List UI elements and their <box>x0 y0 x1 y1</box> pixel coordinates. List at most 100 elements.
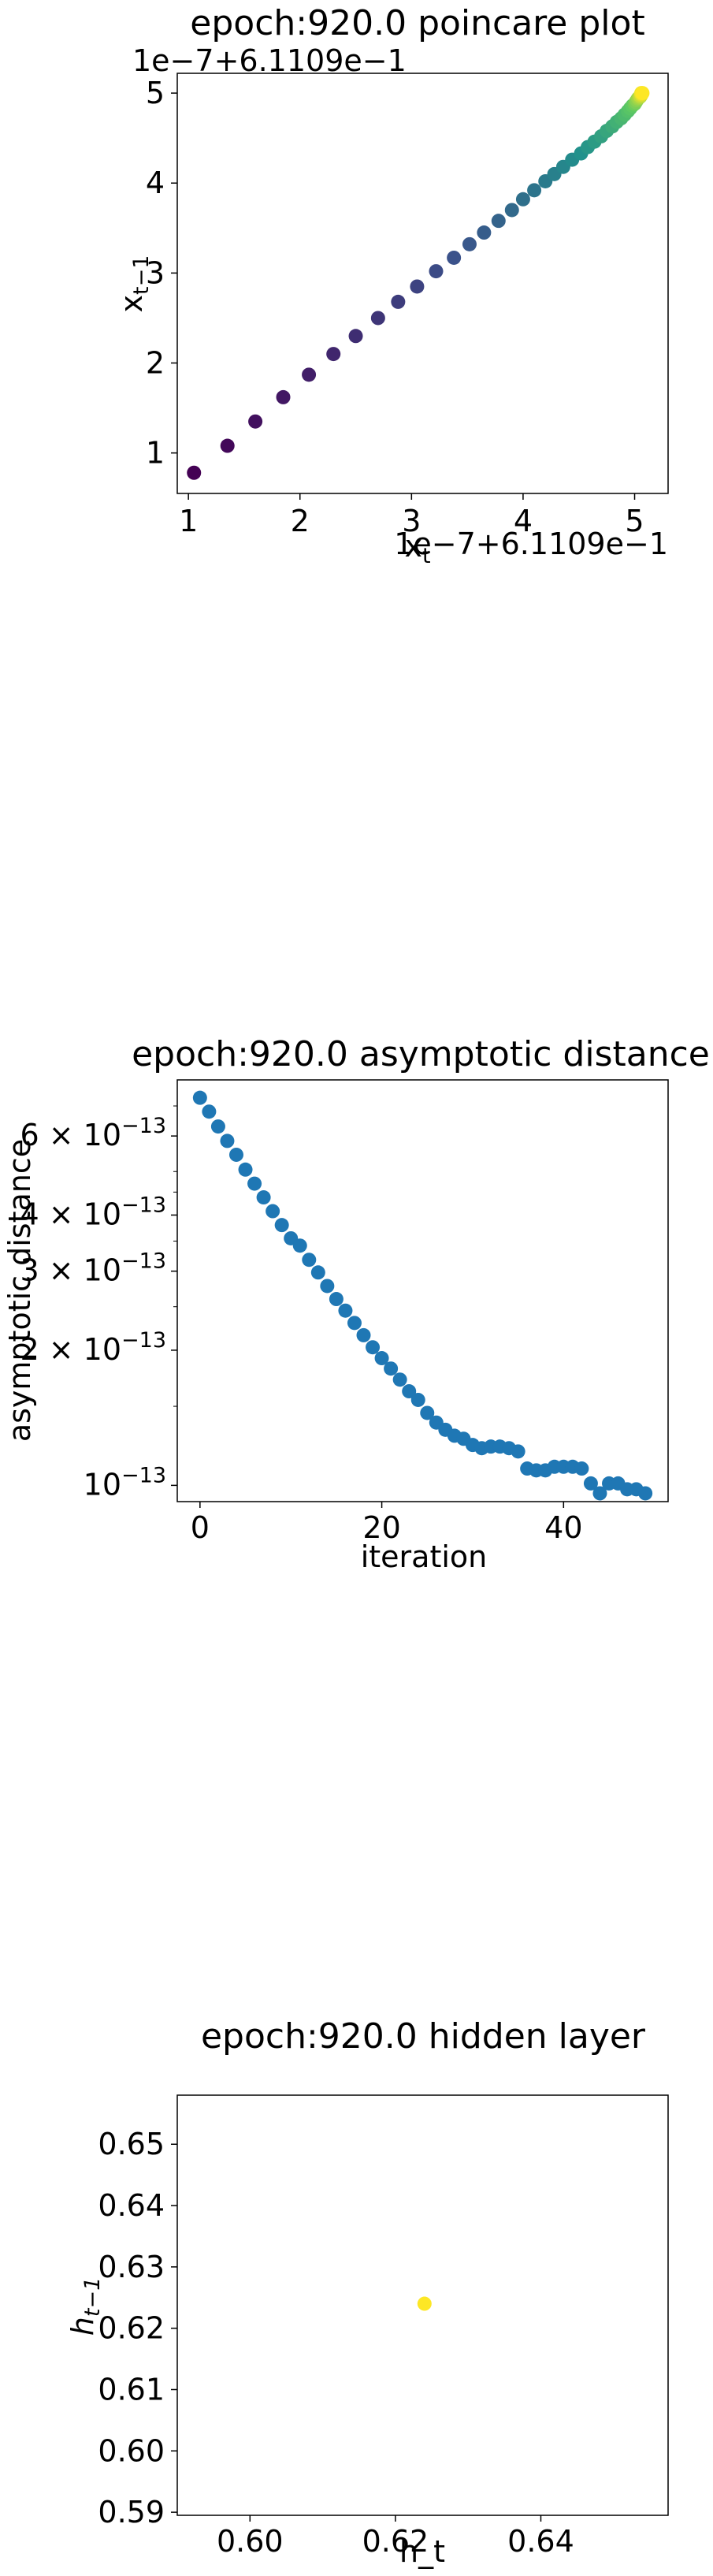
data-point <box>447 250 462 265</box>
data-point <box>210 1119 225 1134</box>
data-point <box>574 1461 589 1476</box>
y-tick-label: 0.61 <box>98 2372 165 2407</box>
x-tick-label: 1 <box>179 504 198 538</box>
data-point <box>515 192 530 207</box>
data-point <box>320 1279 335 1294</box>
data-point <box>228 1147 243 1162</box>
y-tick-label: 2 <box>146 346 165 381</box>
data-point <box>220 1134 235 1148</box>
data-point <box>274 1218 289 1233</box>
data-point <box>583 1476 598 1491</box>
data-point <box>462 236 477 251</box>
x-tick-label: 0.64 <box>507 2524 574 2559</box>
data-point <box>491 214 506 229</box>
plot-frame <box>176 1079 669 1502</box>
y-tick-exponent: −13 <box>121 1463 166 1487</box>
y-tick-exponent: −13 <box>121 1114 166 1138</box>
data-point <box>266 1204 280 1219</box>
y-tick-label: 0.59 <box>98 2495 165 2529</box>
data-point <box>429 264 444 279</box>
data-point <box>192 1090 207 1105</box>
x-tick-label: 40 <box>544 1510 582 1545</box>
y-tick-label: 2 × 10−13 <box>20 1328 166 1367</box>
x-tick-label: 4 <box>514 504 533 538</box>
hidden-layer-chart: epoch:920.0 hidden layer 0.60 0.62 0.64 0.59… <box>65 2016 669 2569</box>
data-point <box>310 1265 325 1280</box>
y-tick-label: 3 × 10−13 <box>20 1249 166 1288</box>
data-point <box>410 279 425 294</box>
data-point <box>638 1486 653 1501</box>
data-point <box>338 1303 353 1318</box>
data-point <box>477 225 492 240</box>
x-tick-label: 5 <box>625 504 644 538</box>
data-point <box>511 1444 525 1459</box>
y-tick-label: 4 <box>146 166 165 200</box>
asymptotic-distance-chart: epoch:920.0 asymptotic distance 0 20 40 6 × … <box>2 1034 710 1574</box>
x-tick-label: 3 <box>402 504 421 538</box>
plot-frame <box>176 73 669 494</box>
data-point <box>374 1351 389 1366</box>
plot-frame <box>176 2094 669 2516</box>
y-tick-label: 5 <box>146 76 165 110</box>
y-axis-label: xt−1 <box>114 255 154 313</box>
data-point <box>329 1292 344 1307</box>
data-point <box>366 1340 381 1355</box>
y-tick-exponent: −13 <box>121 1249 166 1274</box>
data-point <box>402 1384 417 1399</box>
y-tick-label: 0.64 <box>98 2188 165 2223</box>
y-tick-label: 10−13 <box>84 1463 166 1502</box>
data-point <box>635 86 650 101</box>
data-point <box>276 389 291 404</box>
y-offset-label: 1e−7+6.1109e−1 <box>132 43 407 78</box>
data-point <box>527 183 542 198</box>
x-tick-label: 2 <box>291 504 310 538</box>
y-tick-label: 6 × 10−13 <box>20 1114 166 1152</box>
y-axis-label-sub: t−1 <box>80 2277 105 2317</box>
y-tick-exponent: −13 <box>121 1193 166 1217</box>
data-point <box>420 1405 435 1420</box>
data-point <box>256 1190 271 1205</box>
data-point <box>391 294 406 309</box>
y-tick-label: 0.62 <box>98 2311 165 2346</box>
data-point <box>302 367 317 382</box>
y-axis-label: asymptotic distance <box>2 1139 37 1442</box>
data-point <box>592 1486 607 1501</box>
data-point <box>238 1162 253 1177</box>
x-axis-label-sub: t <box>422 544 431 568</box>
x-axis-label: h_t <box>399 2534 445 2569</box>
data-point <box>348 329 363 344</box>
chart-title: epoch:920.0 asymptotic distance <box>132 1034 710 1074</box>
data-point <box>410 1392 425 1407</box>
x-tick-label: 0.60 <box>217 2524 284 2559</box>
x-axis-label: iteration <box>361 1539 488 1574</box>
data-point <box>504 203 519 218</box>
data-point <box>187 465 202 480</box>
y-axis-label-sub: t−1 <box>129 255 154 295</box>
data-point <box>247 1176 262 1191</box>
chart-title: epoch:920.0 hidden layer <box>201 2016 646 2057</box>
x-tick-label: 20 <box>362 1510 400 1545</box>
data-point <box>392 1372 407 1387</box>
data-point <box>326 347 341 362</box>
x-offset-label: 1e−7+6.1109e−1 <box>394 527 668 561</box>
data-point <box>248 414 263 429</box>
y-tick-label: 3 <box>146 255 165 290</box>
y-tick-label: 0.60 <box>98 2433 165 2468</box>
chart-title: epoch:920.0 poincare plot <box>190 3 644 43</box>
y-tick-label: 1 <box>146 436 165 471</box>
poincare-chart: epoch:920.0 poincare plot1e−7+6.1109e−11… <box>114 3 669 568</box>
data-point <box>370 311 385 326</box>
y-tick-label: 0.65 <box>98 2127 165 2161</box>
x-tick-label: 0.62 <box>362 2524 429 2559</box>
data-point <box>347 1316 362 1331</box>
y-tick-label: 0.63 <box>98 2250 165 2284</box>
y-tick-exponent: −13 <box>121 1328 166 1353</box>
data-point <box>292 1238 307 1253</box>
data-point <box>356 1327 371 1342</box>
y-tick-label: 4 × 10−13 <box>20 1193 166 1231</box>
data-point <box>417 2296 432 2311</box>
x-tick-label: 0 <box>191 1510 210 1545</box>
data-point <box>202 1104 217 1119</box>
data-point <box>302 1253 317 1268</box>
data-point <box>384 1361 399 1376</box>
